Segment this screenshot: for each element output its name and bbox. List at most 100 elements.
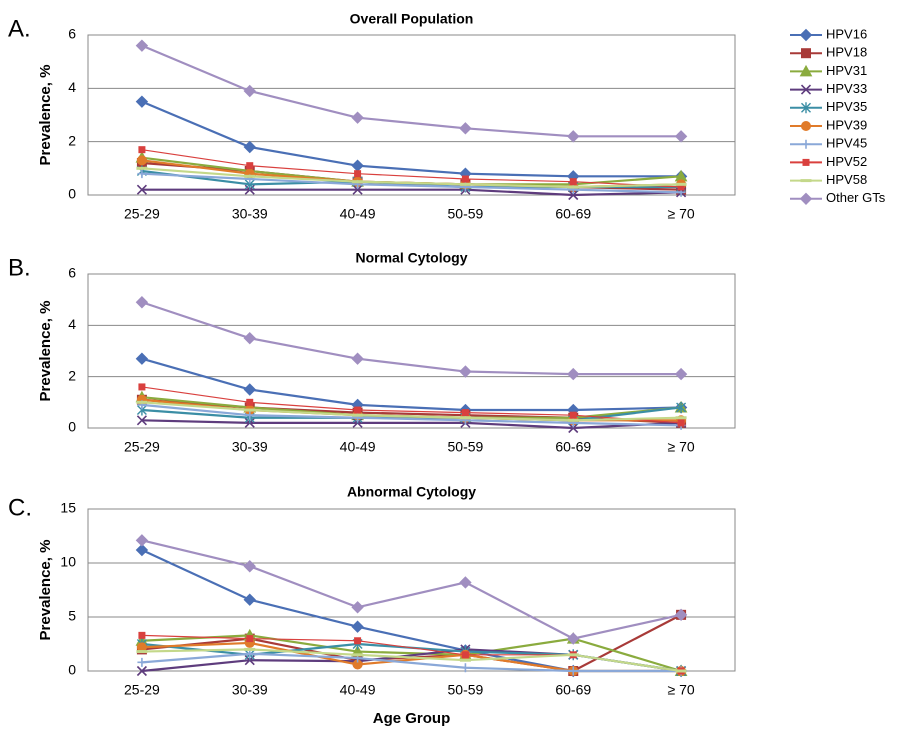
marker (137, 169, 147, 179)
marker (354, 637, 362, 645)
marker (243, 140, 256, 154)
marker (351, 111, 364, 124)
marker (569, 411, 577, 419)
x-tick-label: 60-69 (555, 439, 591, 455)
marker (243, 560, 256, 573)
x-tick-label: 25-29 (124, 206, 160, 222)
legend-marker (801, 139, 811, 149)
marker (138, 383, 146, 391)
marker (674, 130, 688, 143)
series-line (141, 44, 682, 138)
x-tick-label: 25-29 (124, 682, 160, 698)
marker (677, 419, 685, 427)
x-tick-label: 30-39 (232, 439, 268, 455)
legend-label: HPV18 (826, 45, 867, 60)
panel-label: A. (8, 15, 31, 42)
marker (674, 367, 688, 381)
x-tick-label: 30-39 (232, 682, 268, 698)
marker (461, 175, 469, 183)
marker (676, 401, 687, 413)
legend-marker (801, 121, 811, 131)
marker (567, 367, 580, 381)
marker (135, 39, 149, 52)
y-tick-label: 15 (60, 500, 76, 516)
series-line (141, 149, 682, 188)
y-tick-label: 0 (68, 419, 76, 435)
marker (137, 657, 147, 667)
x-tick-label: 50-59 (448, 439, 484, 455)
y-tick-label: 4 (68, 316, 76, 332)
marker (459, 365, 472, 378)
x-tick-label: 40-49 (340, 682, 376, 698)
legend-marker (799, 64, 813, 77)
series-line (141, 403, 682, 427)
marker (567, 130, 580, 143)
panel-label: C. (8, 494, 32, 521)
marker (243, 383, 256, 396)
marker (245, 410, 255, 420)
series-line (141, 172, 682, 194)
series-line (141, 406, 682, 422)
marker (135, 543, 149, 557)
marker (136, 155, 147, 166)
marker (568, 666, 578, 676)
y-axis-label: Prevalence, % (37, 301, 54, 402)
series-line (141, 634, 682, 673)
panel-label: B. (8, 254, 31, 281)
marker (246, 635, 254, 643)
y-tick-label: 0 (68, 186, 76, 202)
x-tick-label: 40-49 (340, 206, 376, 222)
x-axis-label: Age Group (373, 710, 451, 727)
legend-label: HPV39 (826, 117, 867, 132)
series-line (141, 167, 682, 189)
legend-marker (799, 28, 813, 42)
marker (243, 84, 256, 98)
marker (569, 178, 577, 186)
y-tick-label: 6 (68, 26, 76, 42)
legend-marker (801, 48, 811, 59)
marker (136, 415, 147, 426)
legend-label: HPV31 (826, 63, 867, 78)
marker (354, 406, 362, 414)
plot-frame (87, 273, 736, 429)
marker (568, 189, 579, 201)
marker (460, 663, 470, 673)
x-tick-label: ≥ 70 (668, 206, 695, 222)
legend-marker (801, 102, 811, 114)
legend-label: HPV35 (826, 99, 867, 114)
x-tick-label: 40-49 (340, 439, 376, 455)
legend-label: HPV16 (826, 26, 867, 41)
marker (136, 184, 147, 195)
legend-marker (800, 84, 812, 95)
x-tick-label: 50-59 (448, 682, 484, 698)
marker (135, 352, 149, 365)
y-axis-label: Prevalence, % (37, 540, 54, 641)
legend-label: HPV52 (826, 154, 867, 169)
x-tick-label: 30-39 (232, 206, 268, 222)
y-tick-label: 4 (68, 79, 76, 95)
marker (135, 95, 149, 108)
y-tick-label: 6 (68, 265, 76, 281)
legend-marker (802, 158, 810, 166)
series-line (141, 301, 682, 376)
marker (461, 651, 469, 659)
marker (135, 534, 149, 547)
x-tick-label: 60-69 (555, 682, 591, 698)
series-line (141, 419, 682, 430)
series-line (141, 539, 682, 640)
y-tick-label: 2 (68, 132, 76, 148)
marker (351, 159, 364, 172)
marker (354, 170, 362, 178)
marker (351, 601, 364, 614)
marker (243, 593, 256, 606)
marker (246, 162, 254, 170)
x-tick-label: ≥ 70 (668, 682, 695, 698)
legend-label: Other GTs (826, 190, 886, 205)
legend-label: HPV33 (826, 81, 867, 96)
marker (138, 146, 146, 154)
marker (352, 184, 363, 195)
series-line (141, 357, 682, 412)
x-tick-label: 60-69 (555, 206, 591, 222)
marker (138, 631, 146, 639)
